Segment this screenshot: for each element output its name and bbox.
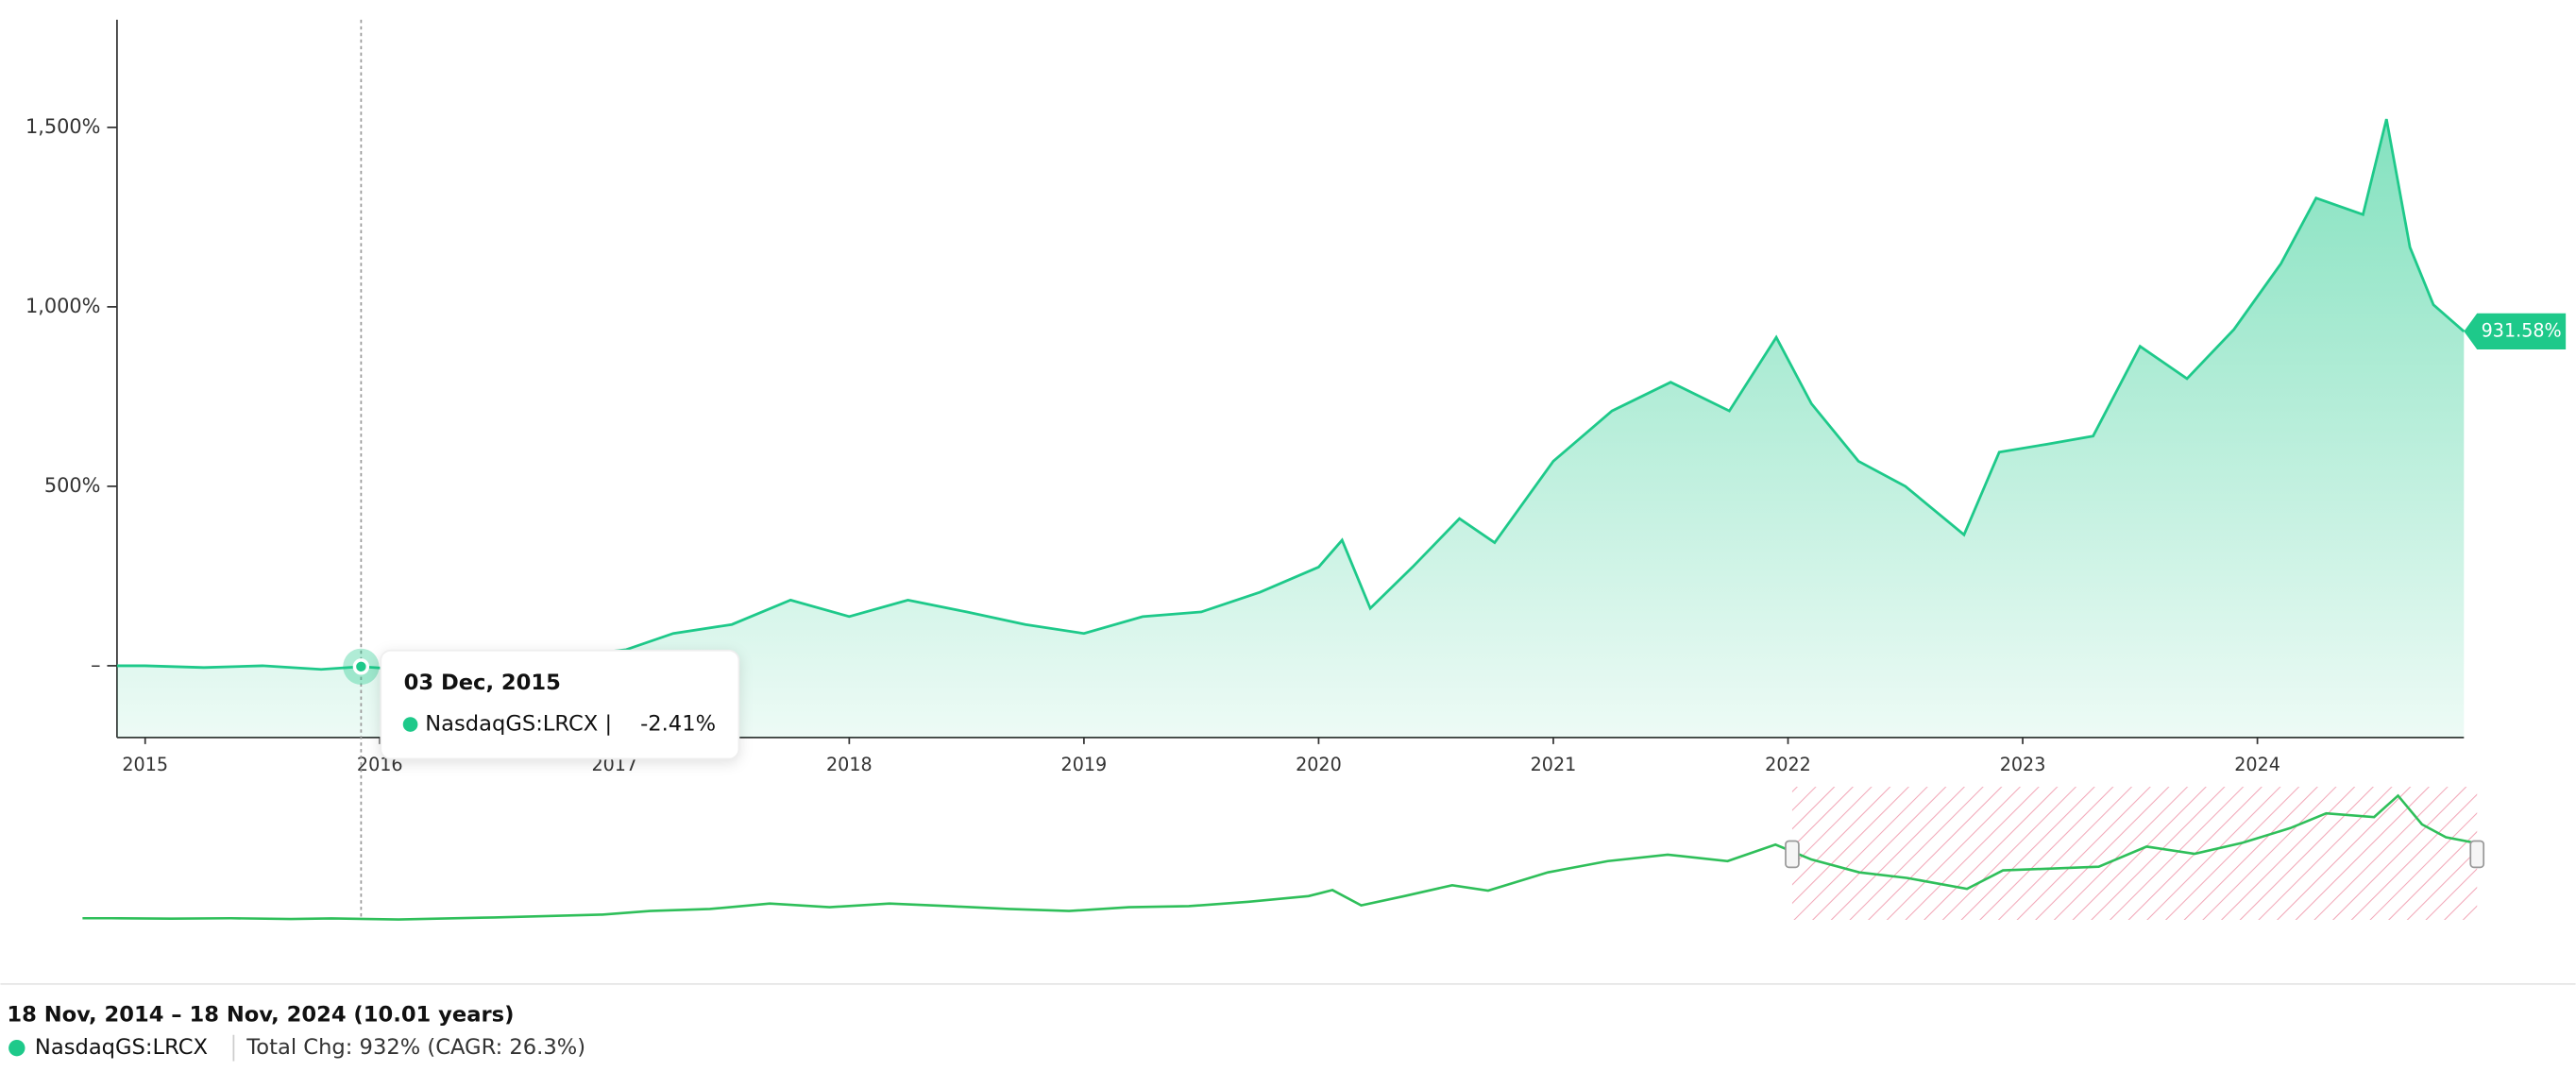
- navigator-handle: [1785, 840, 1800, 869]
- end-label: 931.58%: [2482, 319, 2562, 341]
- x-tick-label: 2022: [1765, 754, 1811, 775]
- area: [116, 119, 2465, 738]
- x-tick-label: 2015: [122, 754, 168, 775]
- x-tick-label: 2019: [1061, 754, 1108, 775]
- navigator-line: [82, 793, 2478, 921]
- x-tick-label: 2023: [2000, 754, 2046, 775]
- date-range: 18 Nov, 2014 – 18 Nov, 2024 (10.01 years…: [7, 1002, 514, 1027]
- summary: Total Chg: 932% (CAGR: 26.3%): [246, 1035, 585, 1060]
- x-tick-label: 2021: [1531, 754, 1577, 775]
- x-tick-label: 2020: [1296, 754, 1342, 775]
- y-tick-label: 1,500%: [25, 115, 101, 138]
- tooltip: 03 Dec, 2015 NasdaqGS:LRCX | -2.41%: [380, 649, 740, 760]
- tooltip-dot: [402, 717, 418, 732]
- tooltip-date: 03 Dec, 2015: [404, 671, 561, 695]
- end-label-box: [2464, 313, 2567, 350]
- legend-label[interactable]: NasdaqGS:LRCX: [35, 1035, 208, 1060]
- legend-dot: [8, 1039, 25, 1057]
- y-tick-label: 500%: [44, 474, 101, 497]
- tooltip-series: NasdaqGS:LRCX |: [425, 712, 612, 737]
- navigator-handle: [2469, 840, 2485, 869]
- y-tick-label: –: [91, 654, 100, 676]
- tooltip-box: [380, 649, 740, 760]
- y-tick-label: 1,000%: [25, 295, 101, 317]
- tooltip-value: -2.41%: [640, 712, 716, 737]
- x-tick-label: 2018: [826, 754, 873, 775]
- x-tick-label: 2024: [2234, 754, 2280, 775]
- navigator-selection[interactable]: [1791, 787, 2478, 920]
- hover-point: [352, 658, 370, 675]
